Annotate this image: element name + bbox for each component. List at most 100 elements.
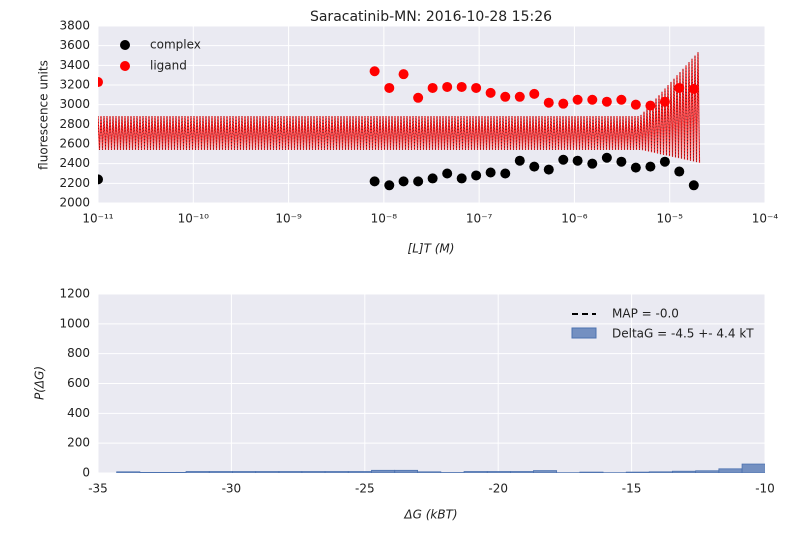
y-tick-label: 3000 [59,97,90,111]
histogram-bar [255,471,280,473]
legend-label: complex [150,38,201,52]
histogram-bar [394,469,419,473]
x-tick-label: -20 [488,482,508,496]
data-point [471,82,482,93]
data-point [674,82,685,93]
x-tick-label: 10⁻⁶ [561,212,588,226]
x-tick-label: -25 [355,482,375,496]
data-point [688,83,699,94]
data-point [384,180,395,191]
histogram-bar [139,472,164,473]
top-axes: 2000 2200 2400 2600 2800 3000 3200 3400 3600 3800… [59,19,778,226]
histogram-bar [208,471,233,473]
y-tick-label: 2200 [59,176,90,190]
legend-marker [571,327,597,339]
y-tick-label: 3200 [59,78,90,92]
x-tick-label: 10⁻⁵ [657,212,684,226]
data-point [543,97,554,108]
legend-label: ligand [150,59,187,73]
histogram-bar [695,470,720,473]
data-point [485,87,496,98]
histogram-bar [371,469,396,473]
data-point [456,173,467,184]
histogram-bar [417,471,442,473]
y-tick-label: 3400 [59,58,90,72]
data-point [500,168,511,179]
data-point [645,161,656,172]
x-tick-label: -10 [755,482,775,496]
data-point [630,162,641,173]
x-tick-label: 10⁻¹¹ [82,212,113,226]
data-point [398,69,409,80]
data-point [427,173,438,184]
x-tick-label: -15 [622,482,642,496]
data-point [601,152,612,163]
histogram-bar [741,463,765,473]
data-point [674,166,685,177]
x-tick-label: 10⁻⁸ [371,212,398,226]
data-point [442,168,453,179]
data-point [572,155,583,166]
data-point [529,161,540,172]
y-tick-label: 2800 [59,117,90,131]
data-point [369,176,380,187]
histogram-bar [533,470,558,473]
data-point [471,170,482,181]
data-point [500,91,511,102]
data-point [384,82,395,93]
data-point [413,176,424,187]
x-tick-label: -35 [88,482,108,496]
marks [98,52,701,191]
y-axis-label: fluorescence units [37,60,51,170]
histogram-bar [301,471,326,473]
histogram-bar [116,471,141,473]
y-tick-label: 1000 [59,316,90,330]
x-tick-label: 10⁻⁴ [752,212,779,226]
legend-label: MAP = -0.0 [612,307,679,321]
y-tick-label: 2600 [59,137,90,151]
data-point [98,174,103,185]
x-tick-label: -30 [222,482,242,496]
data-point [558,98,569,109]
data-point [543,164,554,175]
histogram-bar [648,471,673,473]
data-point [529,88,540,99]
x-tick-label: 10⁻⁹ [275,212,302,226]
x-tick-label: 10⁻⁷ [466,212,493,226]
y-tick-label: 3800 [59,19,90,33]
histogram-bar [232,471,257,473]
chart-title: Saracatinib-MN: 2016-10-28 15:26 [310,9,552,25]
histogram-bar [185,471,210,473]
bottom-axes: 0 200 400 600 800 1000 1200 -35 -30 -25 -20 -15 -10 M… [59,287,775,496]
data-point [659,156,670,167]
legend-marker [120,61,130,71]
data-point [369,66,380,77]
data-point [514,91,525,102]
data-point [601,96,612,107]
histogram-bar [510,471,534,473]
y-tick-label: 3600 [59,38,90,52]
y-tick-label: 2000 [59,196,90,210]
y-tick-label: 600 [67,376,90,390]
data-point [427,82,438,93]
x-axis-label: [L]T (M) [408,242,455,256]
data-point [572,94,583,105]
histogram-bar [625,471,650,473]
histogram-bar [162,472,187,473]
histogram-bar [463,471,488,473]
data-point [630,99,641,110]
y-tick-label: 0 [82,466,90,480]
histogram-bar [579,471,604,473]
legend-marker [120,40,130,50]
data-point [398,176,409,187]
y-axis-label: P(ΔG) [33,366,47,400]
data-point [558,154,569,165]
marks [116,463,765,473]
y-tick-label: 2400 [59,156,90,170]
data-point [645,100,656,111]
data-point [514,155,525,166]
histogram-bar [278,471,303,473]
histogram-bar [324,471,349,473]
data-point [587,94,598,105]
